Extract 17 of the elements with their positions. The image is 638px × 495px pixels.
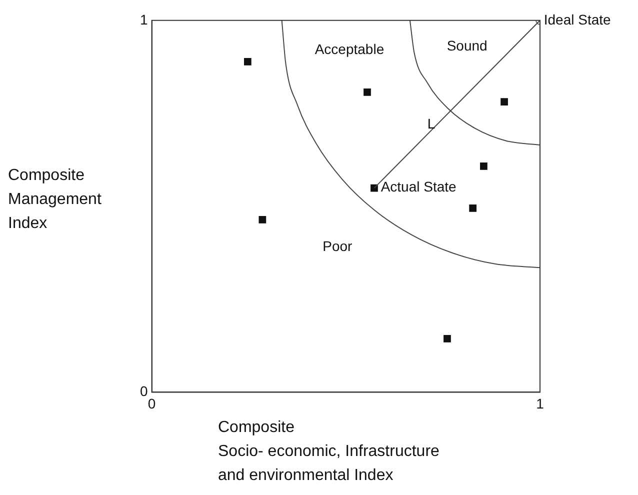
point — [244, 58, 252, 66]
line-series — [281, 20, 540, 268]
annotation: Poor — [322, 238, 353, 254]
point — [364, 88, 371, 96]
point — [500, 98, 508, 106]
x-axis-title: Composite Socio- economic, Infrastructure and environmental Index — [218, 418, 440, 486]
annotation: L — [427, 115, 436, 132]
point — [258, 216, 266, 224]
annotation: Sound — [446, 37, 488, 54]
annotation: Ideal State — [544, 11, 612, 28]
annotation: Acceptable — [314, 41, 384, 58]
point — [370, 184, 378, 192]
point — [469, 204, 477, 212]
point — [444, 334, 451, 342]
annotation: Actual State — [380, 178, 457, 195]
point — [480, 162, 488, 170]
y-axis-title: Composite Management Index — [8, 166, 102, 234]
